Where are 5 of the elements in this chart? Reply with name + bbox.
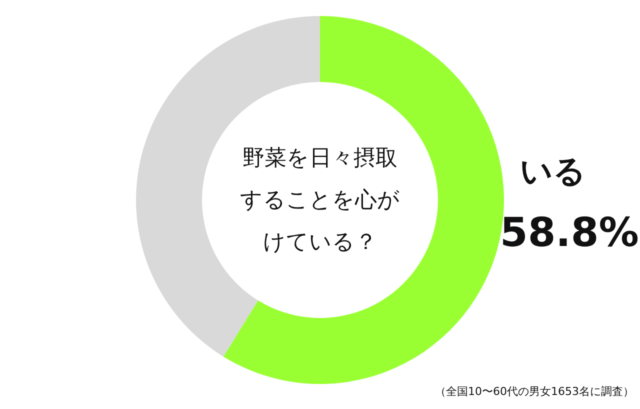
donut-slice xyxy=(223,16,504,384)
text: （全国10〜60代の男女1653名に調査） xyxy=(435,384,634,399)
text: 野菜を日々摂取することを心がけている？ xyxy=(239,145,401,257)
slice-label: いる xyxy=(520,151,587,192)
data-label: 58.8% xyxy=(500,210,640,256)
